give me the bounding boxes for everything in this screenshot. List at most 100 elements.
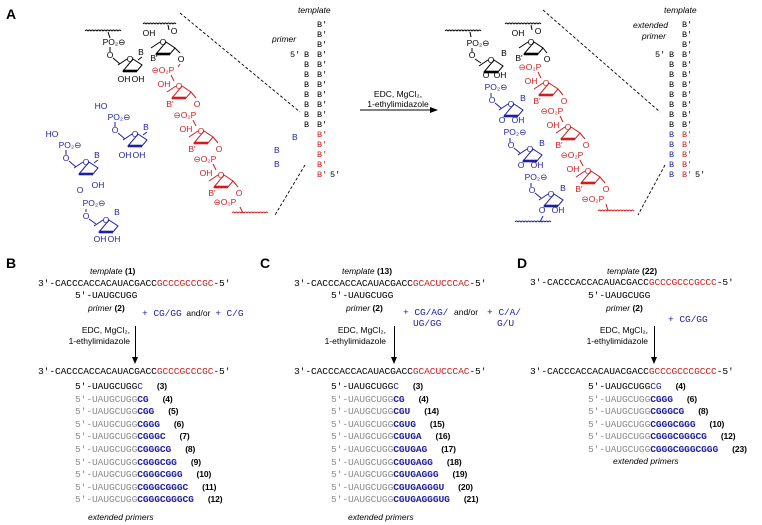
primer-caption-c: primer (2): [346, 303, 383, 313]
reagents-a-line1: EDC, MgCl₂,: [373, 89, 423, 99]
free-monomer-base: B: [274, 159, 280, 169]
reaction-arrow-c: [391, 326, 397, 364]
extended-primer-row: 5'-UAUGCUGGCGGGCGGGCG (12): [75, 493, 223, 506]
atom-label: OH: [108, 234, 121, 244]
extension-part: CG: [650, 381, 662, 392]
atom-label: B: [539, 138, 545, 148]
extended-primer-row: 5'-UAUGCUGGCGUGA (16): [331, 430, 479, 443]
compound-number: (5): [168, 406, 179, 417]
atom-label: O: [194, 99, 201, 109]
atom-label: PO₂⊖: [103, 37, 126, 47]
extended-primer-row: 5'-UAUGCUGGC (3): [331, 380, 479, 393]
template-caption-d: template (22): [607, 266, 658, 276]
reagents-b-line1: EDC, MgCl₂,: [81, 325, 130, 335]
compound-number: (10): [196, 469, 212, 480]
atom-label: O: [539, 205, 546, 215]
atom-label: O: [483, 70, 490, 80]
atom-label: OH: [143, 28, 156, 38]
atom-label: ⊖O₂P: [152, 65, 175, 75]
bond: [239, 206, 244, 214]
template-5prime-label: 5': [330, 170, 341, 180]
primer-part: 5'-UAUGCUGG: [331, 456, 394, 468]
atom-label: O: [83, 211, 90, 221]
products-caption-b: extended primers: [88, 512, 154, 522]
compound-number: (7): [179, 431, 190, 442]
bond: [88, 218, 97, 225]
template-base: B': [317, 20, 328, 30]
atom-label: O: [83, 157, 90, 167]
template-5prime-label: 5': [695, 170, 706, 180]
extension-part: CGUGAGGG: [393, 469, 439, 481]
extended-primer-row: 5'-UAUGCUGGCGGGCGGGCG (12): [588, 430, 747, 443]
primer-part: 5'-UAUGCUGG: [75, 469, 138, 481]
free-monomer-base: B: [274, 145, 280, 155]
template-base: B': [317, 160, 328, 170]
extended-base: B: [669, 150, 675, 160]
primer-base: B: [669, 120, 675, 130]
compound-number: (15): [429, 418, 445, 429]
extension-part: C: [137, 381, 143, 392]
atom-label: B: [520, 93, 526, 103]
atom-label: O: [198, 126, 205, 136]
bond: [557, 88, 564, 96]
primer-part: 5'-UAUGCUGG: [75, 393, 138, 405]
template-base: B': [682, 150, 693, 160]
atom-label: O: [535, 26, 542, 36]
atom-label: O: [528, 37, 535, 47]
template-label: template: [298, 5, 331, 15]
atom-label: O: [132, 129, 139, 139]
bond: [170, 74, 175, 82]
product-template-c: 3'-CACCCACCACAUACGACCGCACUCCCAC-5': [294, 366, 487, 377]
primer-part: 5'-UAUGCUGG: [331, 443, 394, 455]
template-base: B': [317, 170, 328, 180]
template-caption-b: template (1): [90, 266, 136, 276]
atom-label: OH: [200, 168, 213, 178]
compound-number: (17): [441, 443, 456, 454]
template-label-after: template: [664, 5, 697, 15]
primer-caption-d: primer (2): [606, 303, 643, 313]
atom-label: O: [548, 189, 555, 199]
atom-label: OH: [531, 160, 544, 170]
atom-label: O: [178, 54, 185, 64]
primer-base: B: [669, 110, 675, 120]
template-base: B': [682, 130, 693, 140]
compound-number: (8): [185, 443, 196, 454]
bond: [93, 159, 99, 164]
bond: [177, 63, 181, 68]
primer-base: B: [669, 90, 675, 100]
atom-label: PO₂⊖: [504, 127, 527, 137]
extended-primer-row: 5'-UAUGCUGGCGGGC (7): [75, 430, 223, 443]
template-base: B': [682, 60, 693, 70]
primer-base: B: [304, 120, 310, 130]
atom-label: O: [236, 188, 243, 198]
extension-part: CGUGAG: [393, 443, 428, 455]
atom-label: OH: [180, 124, 193, 134]
atom-label: OH: [567, 164, 580, 174]
compound-number: (8): [698, 406, 709, 417]
primer-part: 5'-UAUGCUGG: [588, 393, 651, 405]
atom-label: O: [218, 170, 225, 180]
primer-base: B: [669, 80, 675, 90]
template-base: B': [317, 110, 328, 120]
primer-base: B: [669, 60, 675, 70]
atom-label: OH: [132, 74, 145, 84]
extended-primer-row: 5'-UAUGCUGGCGG (5): [75, 405, 223, 418]
extended-primer-row: 5'-UAUGCUGGCGUG (15): [331, 418, 479, 431]
atom-label: B': [555, 140, 563, 150]
template-base: B': [317, 30, 328, 40]
reaction-arrow-d: [651, 326, 657, 364]
compound-number: (11): [202, 481, 217, 492]
atom-label: B': [188, 144, 196, 154]
atom-label: O: [585, 166, 592, 176]
template-caption-c: template (13): [342, 266, 393, 276]
primer-part: 5'-UAUGCUGG: [75, 381, 138, 392]
bond: [167, 24, 170, 31]
template-base: B': [682, 20, 693, 30]
bond: [212, 136, 219, 144]
template-base: B': [317, 140, 328, 150]
products-caption-c: extended primers: [348, 512, 414, 522]
monomers-c-a: + CG/AG/UG/GG: [403, 307, 449, 329]
primer-part: 5'-UAUGCUGG: [588, 431, 651, 443]
primer-base: B: [669, 70, 675, 80]
primer-part: 5'-UAUGCUGG: [75, 406, 138, 418]
